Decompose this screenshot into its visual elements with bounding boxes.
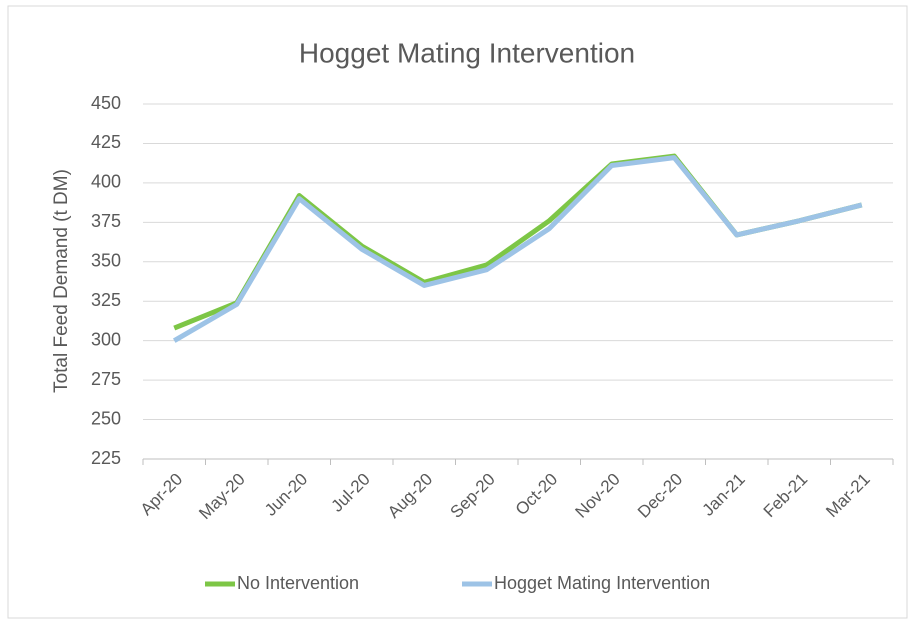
y-tick-label: 350 xyxy=(91,251,121,271)
y-tick-label: 450 xyxy=(91,93,121,113)
chart-frame xyxy=(7,5,908,619)
y-tick-label: 325 xyxy=(91,290,121,310)
y-tick-label: 400 xyxy=(91,172,121,192)
y-tick-label: 275 xyxy=(91,369,121,389)
y-tick-label: 375 xyxy=(91,211,121,231)
series-line xyxy=(172,155,863,343)
y-tick-label: 250 xyxy=(91,408,121,428)
y-tick-label: 300 xyxy=(91,329,121,349)
legend-label: No Intervention xyxy=(237,573,359,593)
y-axis-label: Total Feed Demand (t DM) xyxy=(51,169,72,393)
chart-title: Hogget Mating Intervention xyxy=(299,37,635,68)
y-tick-label: 425 xyxy=(91,132,121,152)
y-tick-label: 225 xyxy=(91,448,121,468)
legend-label: Hogget Mating Intervention xyxy=(494,573,710,593)
